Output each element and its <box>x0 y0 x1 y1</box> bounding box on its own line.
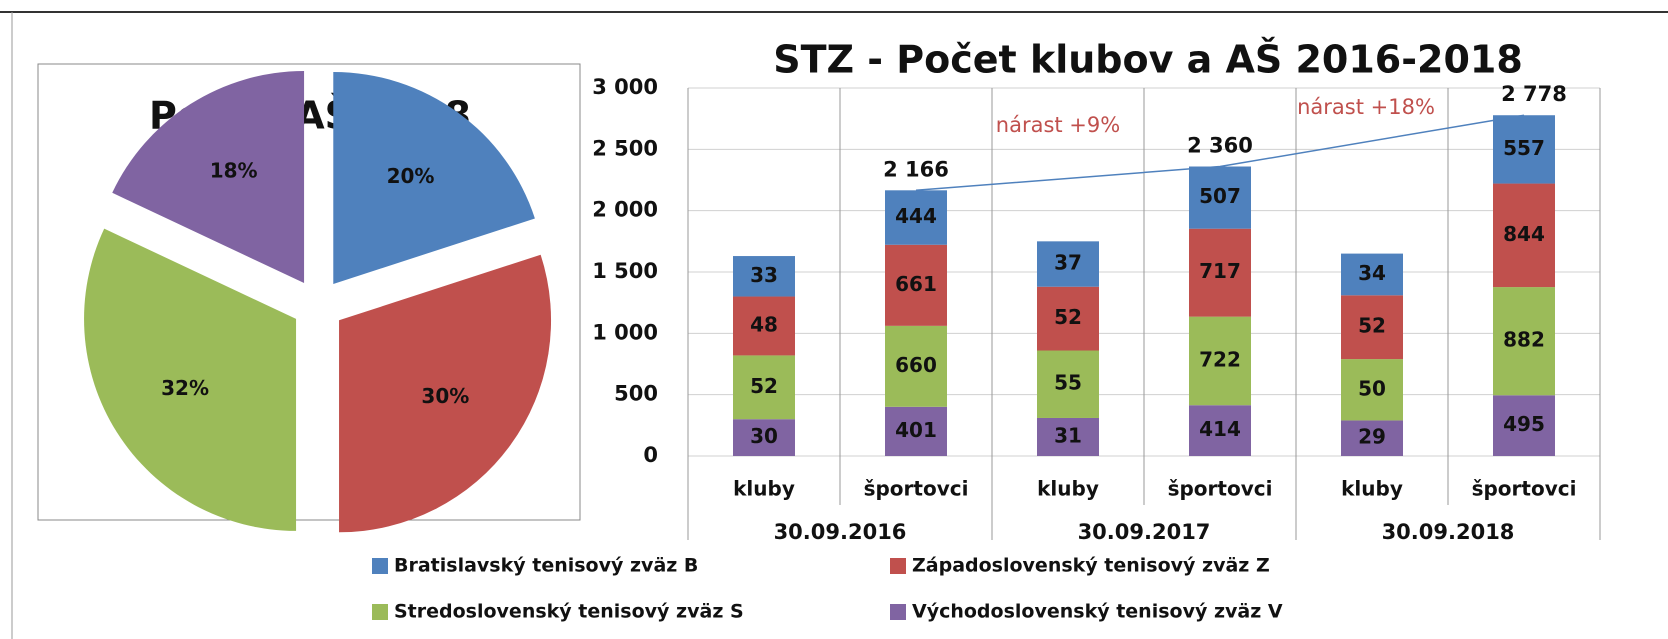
bar-value-label: 52 <box>1054 305 1082 329</box>
total-label: 2 778 <box>1501 82 1567 106</box>
bar-value-label: 661 <box>895 272 937 296</box>
bar-value-label: 722 <box>1199 347 1241 371</box>
bar-segment <box>1189 405 1251 456</box>
bar-value-label: 495 <box>1503 412 1545 436</box>
y-tick-label: 1 500 <box>592 259 658 283</box>
group-label: 30.09.2018 <box>1382 520 1515 544</box>
legend-swatch <box>372 558 388 574</box>
bar-segment <box>1341 295 1403 360</box>
bar-segment <box>733 296 795 356</box>
y-tick-label: 500 <box>614 382 658 406</box>
bar-segment <box>1341 359 1403 421</box>
bar-segment <box>1493 287 1555 396</box>
bar-value-label: 31 <box>1054 423 1082 447</box>
bar-segment <box>1341 420 1403 456</box>
bar-value-label: 34 <box>1358 261 1386 285</box>
x-tick-label: športovci <box>1168 477 1273 501</box>
bar-value-label: 557 <box>1503 136 1545 160</box>
pie-label: 30% <box>421 384 469 408</box>
bar-segment <box>1189 228 1251 317</box>
bar-value-label: 50 <box>1358 376 1386 400</box>
bar-value-label: 48 <box>750 312 778 336</box>
bar-value-label: 414 <box>1199 417 1241 441</box>
bar-segment <box>1037 286 1099 351</box>
bar-segment <box>1037 241 1099 287</box>
bar-segment <box>733 419 795 456</box>
bar-value-label: 401 <box>895 418 937 442</box>
bar-segment <box>1189 316 1251 406</box>
bar-value-label: 717 <box>1199 259 1241 283</box>
pie-label: 18% <box>210 159 258 183</box>
bar-segment <box>885 406 947 456</box>
pie-slice <box>339 254 552 533</box>
bar-segment <box>1037 350 1099 418</box>
x-tick-label: kluby <box>1341 477 1403 501</box>
bar-value-label: 882 <box>1503 328 1545 352</box>
bar-value-label: 444 <box>895 204 937 228</box>
annotation: nárast +9% <box>996 113 1120 137</box>
x-tick-label: športovci <box>1472 477 1577 501</box>
bar-segment <box>885 244 947 326</box>
bar-segment <box>733 355 795 420</box>
bar-value-label: 844 <box>1503 222 1545 246</box>
bar-segment <box>1493 115 1555 184</box>
bar-value-label: 507 <box>1199 184 1241 208</box>
legend-label: Západoslovenský tenisový zväz Z <box>912 555 1270 577</box>
annotation: nárast +18% <box>1297 95 1435 119</box>
bar-segment <box>733 256 795 297</box>
legend-label: Stredoslovenský tenisový zväz S <box>394 601 744 623</box>
legend-swatch <box>890 604 906 620</box>
bar-value-label: 30 <box>750 424 778 448</box>
bar-value-label: 37 <box>1054 251 1082 275</box>
pie-label: 20% <box>387 164 435 188</box>
group-label: 30.09.2017 <box>1078 520 1211 544</box>
legend-swatch <box>372 604 388 620</box>
bar-value-label: 52 <box>750 374 778 398</box>
bar-segment <box>1493 183 1555 288</box>
pie-slice <box>112 71 305 284</box>
bar-segment <box>1493 395 1555 456</box>
bar-title: STZ - Počet klubov a AŠ 2016-2018 <box>773 38 1523 82</box>
y-tick-label: 2 000 <box>592 198 658 222</box>
total-label: 2 166 <box>883 157 949 181</box>
x-tick-label: kluby <box>733 477 795 501</box>
group-label: 30.09.2016 <box>774 520 907 544</box>
y-tick-label: 3 000 <box>592 75 658 99</box>
pie-slice <box>333 71 535 284</box>
x-tick-label: športovci <box>864 477 969 501</box>
bar-segment <box>885 190 947 245</box>
y-tick-label: 2 500 <box>592 136 658 160</box>
legend-swatch <box>890 558 906 574</box>
bar-value-label: 52 <box>1358 314 1386 338</box>
y-tick-label: 0 <box>643 443 658 467</box>
bar-segment <box>1189 166 1251 229</box>
bar-segment <box>1037 417 1099 456</box>
total-label: 2 360 <box>1187 134 1253 158</box>
bar-segment <box>1341 253 1403 296</box>
bar-segment <box>885 325 947 407</box>
pie-label: 32% <box>161 376 209 400</box>
pie-slice <box>84 228 297 531</box>
y-tick-label: 1 000 <box>592 320 658 344</box>
bar-value-label: 29 <box>1358 425 1386 449</box>
bar-value-label: 660 <box>895 353 937 377</box>
x-tick-label: kluby <box>1037 477 1099 501</box>
legend-label: Bratislavský tenisový zväz B <box>394 555 698 577</box>
bar-value-label: 55 <box>1054 371 1082 395</box>
legend-label: Východoslovenský tenisový zväz V <box>912 601 1283 623</box>
bar-value-label: 33 <box>750 263 778 287</box>
